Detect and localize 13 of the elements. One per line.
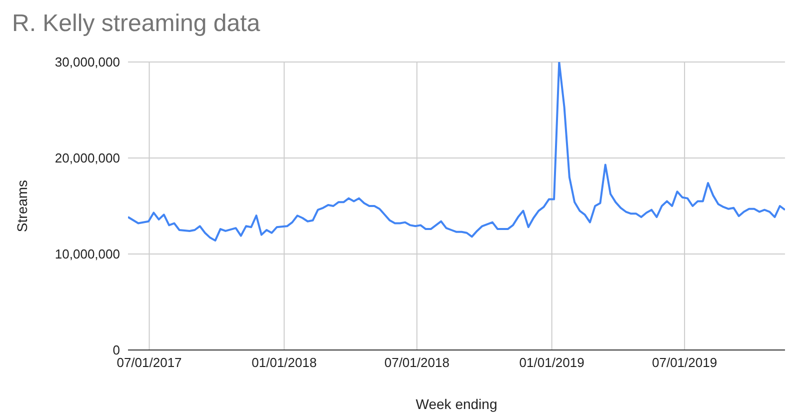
y-tick-label: 20,000,000 [54, 150, 120, 166]
y-tick-label: 10,000,000 [54, 246, 120, 262]
chart-title: R. Kelly streaming data [12, 10, 260, 38]
line-series [128, 62, 785, 242]
x-tick-label: 01/01/2018 [252, 355, 317, 370]
y-tick-label: 0 [112, 342, 120, 358]
y-tick-label: 30,000,000 [54, 54, 120, 70]
x-tick-label: 07/01/2018 [384, 355, 450, 370]
x-tick-label: 07/01/2019 [652, 355, 718, 370]
x-tick-label: 07/01/2017 [116, 355, 182, 370]
x-axis-title: Week ending [416, 396, 498, 412]
x-tick-label: 01/01/2019 [519, 355, 584, 370]
y-axis-title: Streams [14, 180, 30, 232]
